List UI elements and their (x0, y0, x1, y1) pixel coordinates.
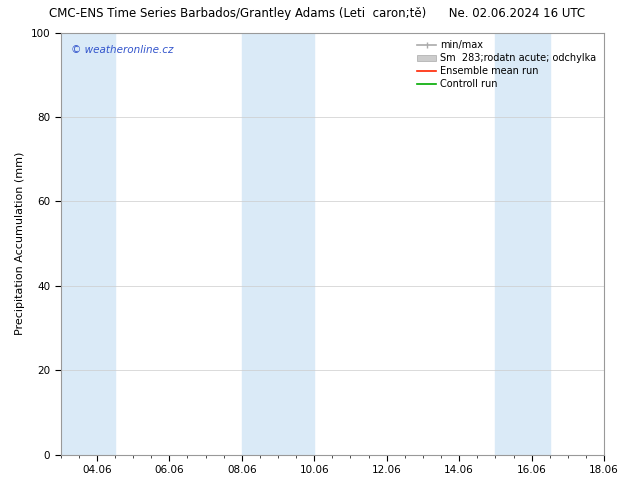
Bar (495, 33, 550, 455)
Y-axis label: Precipitation Accumulation (mm): Precipitation Accumulation (mm) (15, 152, 25, 335)
Text: © weatheronline.cz: © weatheronline.cz (72, 46, 174, 55)
Legend: min/max, Sm  283;rodatn acute; odchylka, Ensemble mean run, Controll run: min/max, Sm 283;rodatn acute; odchylka, … (414, 38, 599, 92)
Bar (242, 33, 314, 455)
Bar (61, 33, 115, 455)
Text: CMC-ENS Time Series Barbados/Grantley Adams (Leti  caron;tě)      Ne. 02.06.2024: CMC-ENS Time Series Barbados/Grantley Ad… (49, 7, 585, 21)
